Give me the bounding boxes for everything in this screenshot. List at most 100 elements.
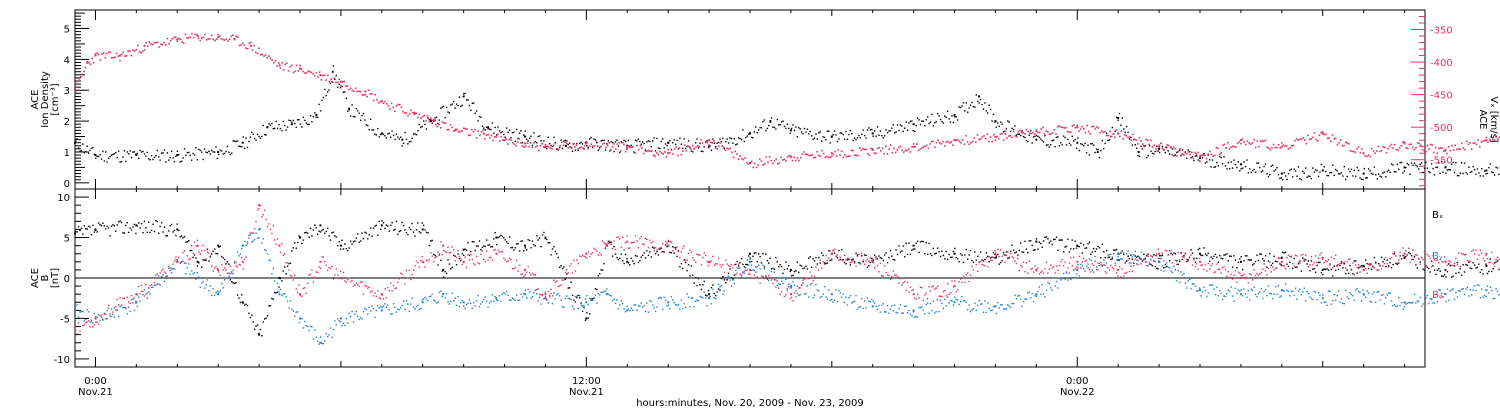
speed-sample — [420, 117, 422, 119]
density-sample — [1448, 168, 1450, 171]
speed-sample — [161, 43, 164, 46]
density-sample — [849, 129, 852, 132]
speed-sample — [1312, 136, 1314, 139]
by-sample — [696, 299, 698, 301]
bx-sample — [149, 231, 151, 234]
speed-sample — [1297, 139, 1299, 141]
by-sample — [763, 267, 766, 270]
bx-sample — [215, 252, 217, 255]
speed-sample — [464, 127, 467, 130]
bx-sample — [327, 227, 329, 230]
speed-sample — [510, 139, 512, 141]
bx-sample — [1297, 263, 1300, 265]
speed-sample — [1274, 146, 1277, 149]
by-sample — [460, 301, 462, 304]
bx-sample — [457, 253, 459, 255]
bx-sample — [1115, 248, 1118, 251]
bx-sample — [1177, 263, 1179, 265]
by-sample — [876, 308, 879, 311]
by-point — [1444, 293, 1447, 296]
speed-sample — [1272, 143, 1275, 146]
speed-sample — [459, 130, 462, 133]
bx-sample — [1257, 259, 1260, 262]
density-sample — [639, 140, 641, 143]
density-sample — [888, 130, 890, 132]
by-sample — [470, 302, 472, 304]
density-sample — [1216, 162, 1218, 164]
density-sample — [490, 128, 492, 131]
bx-sample — [679, 266, 681, 268]
by-sample — [225, 277, 227, 280]
density-sample — [1392, 164, 1394, 166]
density-sample — [650, 146, 652, 148]
by-sample — [113, 316, 116, 318]
by-sample — [650, 300, 652, 303]
density-sample — [1130, 136, 1132, 139]
density-sample — [339, 86, 342, 89]
speed-sample — [305, 72, 308, 74]
speed-sample — [817, 154, 820, 157]
bx-sample — [770, 268, 773, 270]
density-sample — [969, 104, 972, 106]
by-point — [524, 293, 526, 296]
by-point — [258, 228, 261, 231]
speed-sample — [243, 44, 246, 47]
speed-sample — [1155, 148, 1157, 150]
speed-sample — [642, 152, 645, 155]
density-sample — [729, 137, 731, 139]
density-sample — [435, 116, 438, 118]
speed-sample — [593, 144, 596, 147]
by-sample — [405, 300, 408, 302]
density-sample — [737, 137, 740, 139]
speed-point — [413, 113, 416, 116]
bx-sample — [822, 254, 824, 257]
speed-sample — [1469, 142, 1471, 144]
density-sample — [198, 148, 200, 151]
by-point — [196, 277, 199, 279]
density-sample — [160, 152, 163, 154]
density-sample — [404, 131, 406, 134]
bx-sample — [999, 261, 1002, 264]
density-sample — [83, 152, 85, 154]
density-sample — [349, 115, 352, 117]
speed-sample — [1497, 138, 1499, 140]
density-sample — [1379, 175, 1381, 177]
bx-sample — [1219, 254, 1221, 257]
by-sample — [109, 315, 111, 317]
by-sample — [407, 303, 409, 305]
speed-sample — [511, 141, 514, 144]
density-sample — [736, 143, 738, 145]
by-sample — [873, 302, 876, 304]
density-sample — [583, 148, 585, 150]
bx-sample — [86, 228, 88, 230]
speed-sample — [1308, 138, 1311, 141]
density-sample — [225, 150, 227, 153]
bx-sample — [1011, 244, 1013, 247]
density-sample — [1097, 148, 1099, 151]
by-sample — [498, 295, 501, 297]
by-sample — [179, 262, 181, 265]
density-sample — [106, 161, 108, 163]
bx-sample — [233, 282, 236, 285]
bx-sample — [886, 261, 889, 264]
bx-sample — [1060, 239, 1062, 241]
density-sample — [256, 133, 259, 136]
bx-sample — [1166, 265, 1168, 268]
bx-point — [585, 317, 588, 320]
bx-point — [544, 236, 547, 239]
speed-sample — [940, 143, 943, 145]
speed-sample — [435, 123, 437, 126]
density-point — [429, 120, 432, 123]
bx-sample — [677, 250, 680, 252]
by-sample — [361, 318, 363, 320]
density-sample — [649, 140, 651, 143]
density-sample — [964, 110, 966, 112]
bx-sample — [972, 261, 975, 263]
density-sample — [939, 118, 942, 121]
speed-sample — [1207, 153, 1209, 155]
bx-sample — [726, 279, 728, 281]
bx-sample — [997, 253, 999, 256]
speed-sample — [407, 114, 409, 117]
speed-sample — [526, 142, 529, 144]
bx-sample — [765, 253, 767, 255]
